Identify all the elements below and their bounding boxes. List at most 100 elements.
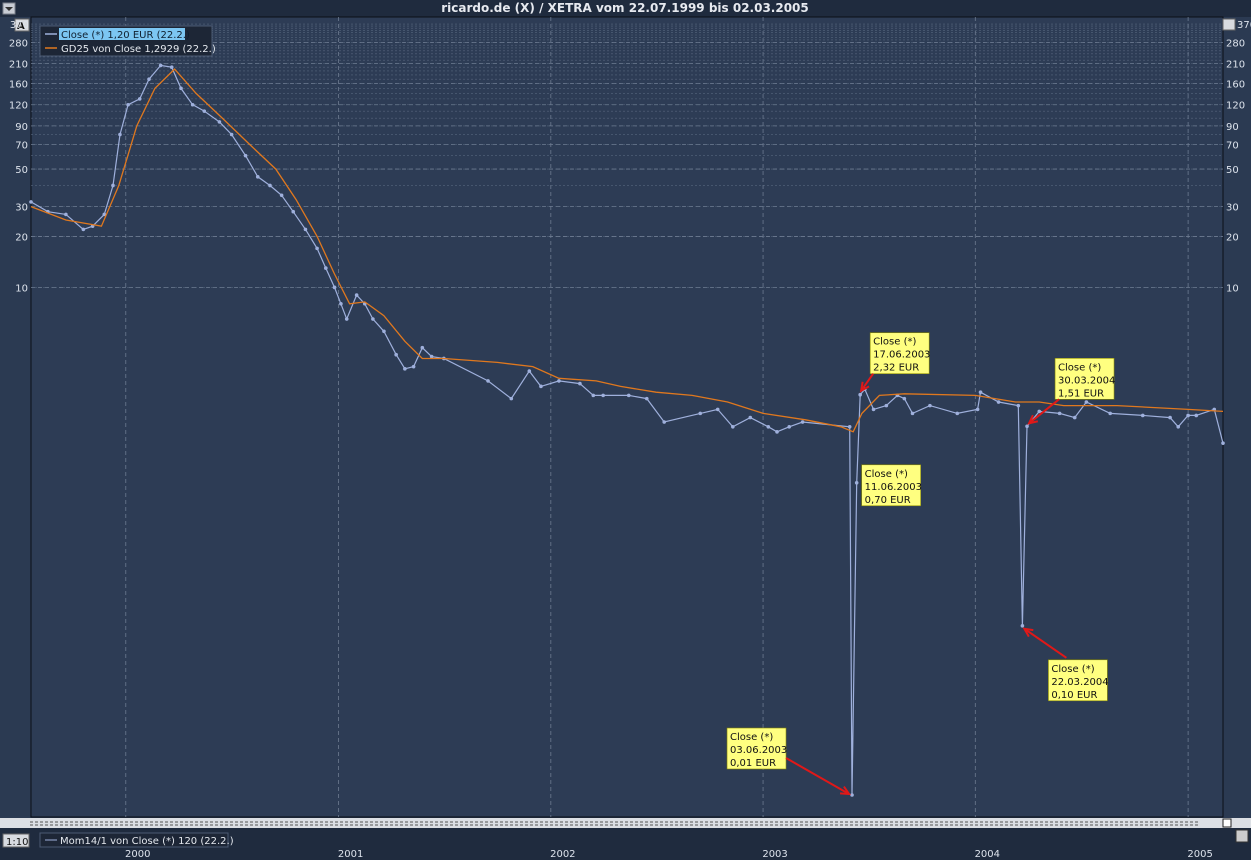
data-point xyxy=(420,345,425,350)
data-point xyxy=(775,430,779,434)
annotation-box xyxy=(869,332,930,375)
data-point xyxy=(1108,411,1112,416)
annotation-text: 1,51 EUR xyxy=(1058,388,1104,399)
y-tick-label-left: 160 xyxy=(9,80,28,91)
y-tick-label-left: 70 xyxy=(15,140,28,151)
series-layer xyxy=(29,63,1225,797)
annotation-callout: Close (*) 11.06.2003 0,70 EUR xyxy=(861,464,922,507)
right-marker-box[interactable] xyxy=(1222,18,1236,31)
data-point xyxy=(847,424,852,429)
x-tick-label: 2002 xyxy=(550,849,575,860)
data-point xyxy=(731,424,735,429)
plot-area xyxy=(30,16,1224,818)
data-point xyxy=(975,407,980,412)
y-top-label-right: 370 xyxy=(1237,20,1251,31)
window-menu-icon[interactable] xyxy=(2,2,16,15)
data-point xyxy=(715,407,720,412)
data-point xyxy=(344,317,349,321)
annotation-arrowhead xyxy=(1022,627,1034,638)
data-point xyxy=(202,109,207,113)
y-tick-label-left: 120 xyxy=(9,101,28,112)
data-point xyxy=(800,420,805,424)
data-point xyxy=(486,379,490,383)
annotation-box xyxy=(1054,357,1115,400)
data-point xyxy=(268,183,272,188)
annotation-arrow xyxy=(1028,398,1060,425)
y-tick-label-right: 90 xyxy=(1226,122,1239,133)
data-point xyxy=(557,379,561,383)
data-point xyxy=(662,420,667,424)
annotation-box xyxy=(726,727,787,770)
data-point xyxy=(1140,413,1145,418)
data-point xyxy=(291,209,296,214)
annotation-text: 11.06.2003 xyxy=(865,482,922,493)
y-axis: 10 10 20 20 30 30 50 50 70 70 90 90 120 120 160 160 210 2… xyxy=(9,38,1245,294)
annotation-text: 0,10 EUR xyxy=(1051,690,1097,701)
annotation-text: 30.03.2004 xyxy=(1058,375,1115,386)
data-point xyxy=(169,65,174,70)
bottom-scale-box[interactable] xyxy=(2,833,30,848)
data-point xyxy=(1194,413,1199,418)
data-point xyxy=(137,97,142,101)
data-point xyxy=(332,285,337,290)
panel-divider[interactable] xyxy=(0,818,1251,828)
y-tick-label-left: 20 xyxy=(15,232,28,243)
data-point xyxy=(996,400,1001,404)
data-point xyxy=(255,175,260,179)
data-point xyxy=(1072,415,1077,420)
annotation-callout: Close (*) 30.03.2004 1,51 EUR xyxy=(1027,357,1115,425)
y-tick-label-right: 50 xyxy=(1226,165,1239,176)
x-axis: 2000 2001 2002 2003 2004 2005 xyxy=(125,849,1213,860)
legend-label-close: Close (*) 1,20 EUR (22.2.) xyxy=(61,30,190,41)
data-point xyxy=(748,415,753,420)
data-point xyxy=(315,246,319,251)
legend-label-gd25[interactable]: GD25 von Close 1,2929 (22.2.) xyxy=(61,44,216,55)
data-point xyxy=(403,367,407,371)
data-point xyxy=(884,403,889,408)
annotation-text: 03.06.2003 xyxy=(730,745,787,756)
annotation-callout: Close (*) 17.06.2003 2,32 EUR xyxy=(859,332,930,393)
data-point xyxy=(1186,413,1190,418)
data-point xyxy=(279,193,284,198)
annotation-text: Close (*) xyxy=(1058,362,1101,373)
data-point xyxy=(1016,403,1021,408)
data-point xyxy=(928,403,932,408)
data-point xyxy=(243,153,248,158)
annotation-text: 22.03.2004 xyxy=(1051,677,1108,688)
data-point xyxy=(1168,415,1172,420)
data-point xyxy=(102,212,107,217)
data-point xyxy=(382,329,386,334)
panel-marker-box[interactable] xyxy=(14,18,30,32)
annotation-box xyxy=(1048,659,1108,702)
annotation-text: Close (*) xyxy=(865,469,908,480)
data-point xyxy=(118,132,122,137)
annotation-text: Close (*) xyxy=(1051,664,1094,675)
divider-handle[interactable] xyxy=(1222,818,1232,828)
data-point xyxy=(978,390,983,395)
annotation-arrow xyxy=(785,757,850,795)
data-point xyxy=(854,480,859,485)
data-point xyxy=(601,393,605,398)
data-point xyxy=(371,317,375,321)
bottom-right-handle[interactable] xyxy=(1235,829,1249,843)
x-tick-label: 2003 xyxy=(762,849,787,860)
y-tick-label-right: 160 xyxy=(1226,80,1245,91)
data-point xyxy=(179,86,183,91)
data-point xyxy=(527,369,532,373)
series-line-close xyxy=(30,64,1224,796)
annotation-callout: Close (*) 22.03.2004 0,10 EUR xyxy=(1022,627,1109,702)
data-point xyxy=(578,381,582,386)
data-point xyxy=(217,120,222,124)
panel-marker-label: A xyxy=(17,21,25,32)
data-point xyxy=(147,77,151,81)
data-point xyxy=(394,352,398,357)
data-point xyxy=(591,393,596,398)
data-point xyxy=(29,200,33,204)
bottom-scale-label: 1:10 xyxy=(6,837,28,848)
data-point xyxy=(411,364,416,369)
legend-item-close-highlight[interactable] xyxy=(59,28,185,40)
data-point xyxy=(902,396,907,401)
data-point xyxy=(126,102,130,107)
annotation-layer: Close (*) 17.06.2003 2,32 EUR Close (*) 30.0… xyxy=(726,332,1115,796)
